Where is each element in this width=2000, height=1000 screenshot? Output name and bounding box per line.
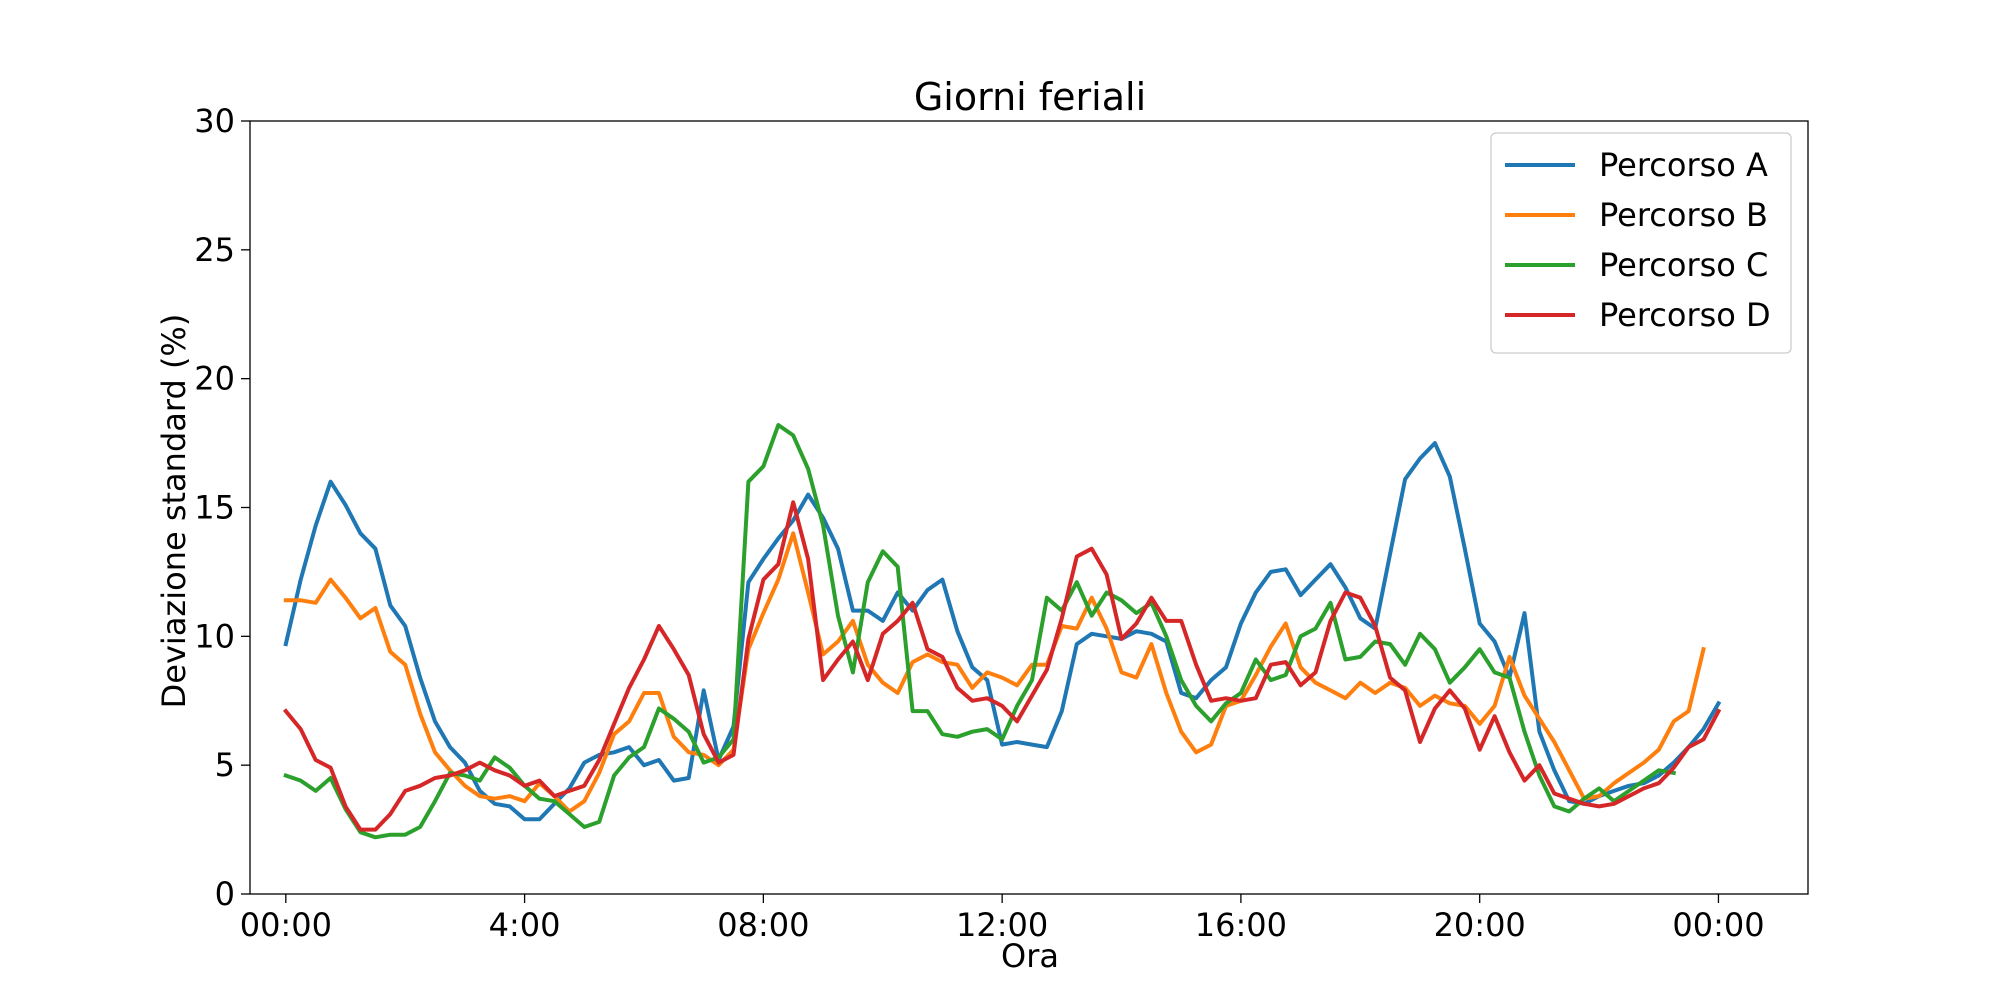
legend-label: Percorso D	[1599, 296, 1771, 334]
series-layer	[282, 423, 1722, 840]
series-line-2	[283, 531, 1706, 814]
x-tick-label: 20:00	[1434, 906, 1526, 944]
x-tick-label: 12:00	[956, 906, 1048, 944]
series-line-3	[283, 423, 1677, 840]
legend-label: Percorso C	[1599, 246, 1768, 284]
y-tick-label: 25	[194, 231, 235, 269]
y-tick-label: 20	[194, 360, 235, 398]
x-axis: 00:00 4:00 08:00 12:00 16:00 20:00 00:00	[240, 894, 1765, 944]
legend-label: Percorso B	[1599, 196, 1768, 234]
x-tick-label: 00:00	[240, 906, 332, 944]
x-tick-label: 00:00	[1672, 906, 1764, 944]
y-axis-title: Deviazione standard (%)	[155, 314, 193, 709]
series-line-1	[283, 441, 1722, 822]
series-line-4	[282, 500, 1722, 832]
y-tick-label: 0	[215, 875, 235, 913]
y-axis: 0 5 10 15 20 25 30	[194, 102, 250, 913]
x-axis-title: Ora	[1001, 937, 1059, 975]
y-tick-label: 30	[194, 102, 235, 140]
x-tick-label: 08:00	[717, 906, 809, 944]
chart-title: Giorni feriali	[914, 75, 1146, 119]
x-tick-label: 4:00	[489, 906, 561, 944]
y-tick-label: 5	[215, 746, 235, 784]
y-tick-label: 10	[194, 617, 235, 655]
y-tick-label: 15	[194, 489, 235, 527]
legend-box	[1490, 132, 1792, 354]
legend-label: Percorso A	[1599, 146, 1768, 184]
legend: Percorso A Percorso B Percorso C Percorso D	[1490, 132, 1792, 354]
x-tick-label: 16:00	[1195, 906, 1287, 944]
